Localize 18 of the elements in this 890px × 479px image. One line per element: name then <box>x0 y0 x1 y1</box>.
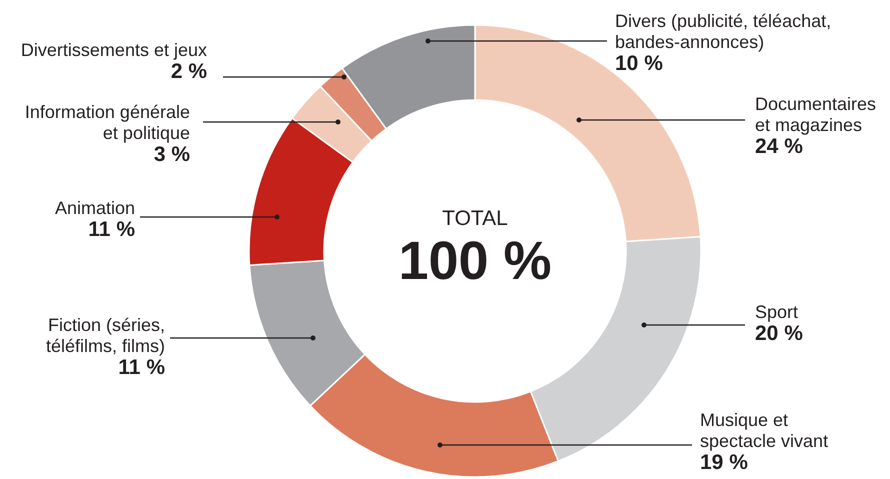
slice-label: Animation <box>54 198 135 218</box>
data-label: 20 % <box>755 322 804 345</box>
slice-label: Sport <box>755 302 798 322</box>
slice-label: Documentaires et magazines <box>755 94 876 135</box>
slice-label: Fiction (séries, téléfilms, films) <box>46 315 165 356</box>
data-label: 24 % <box>755 135 804 158</box>
slice-label: Musique et spectacle vivant <box>700 410 828 451</box>
text: 100 % <box>398 231 552 291</box>
data-label: 10 % <box>615 52 664 75</box>
slice-label: Divertissements et jeux <box>20 40 207 60</box>
text: TOTAL <box>442 207 508 230</box>
data-label: 3 % <box>154 143 190 166</box>
data-label: 11 % <box>88 218 136 241</box>
slice-label: Divers (publicité, téléachat, bandes-annonces) <box>615 11 832 52</box>
data-label: 2 % <box>170 60 208 83</box>
data-label: 11 % <box>118 356 166 379</box>
data-label: 19 % <box>700 451 748 474</box>
slice-label: Information générale et politique <box>24 102 190 143</box>
